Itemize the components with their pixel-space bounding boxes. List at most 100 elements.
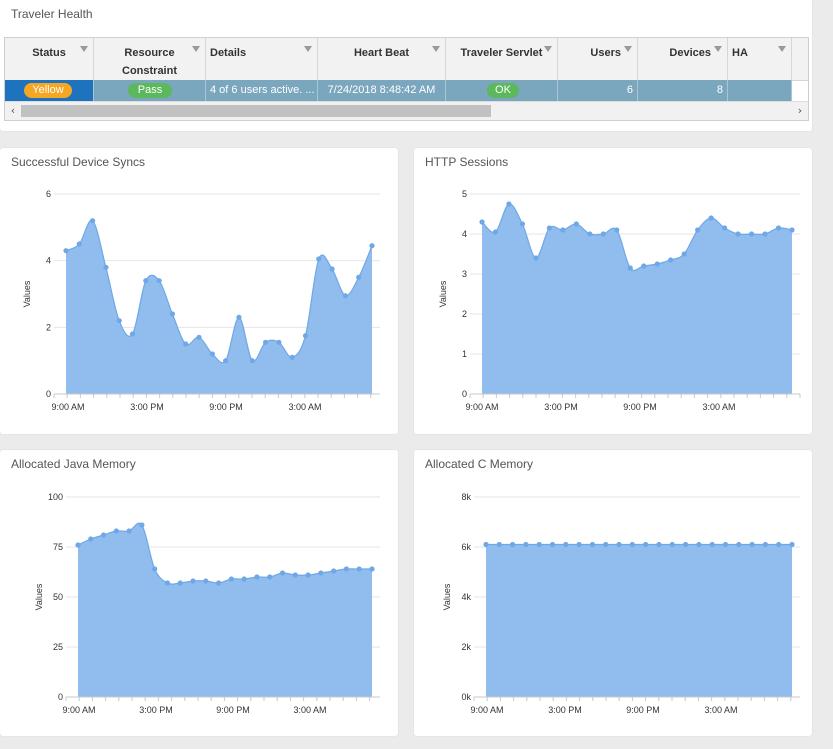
data-point[interactable] (216, 580, 222, 586)
data-point[interactable] (682, 541, 689, 548)
data-point[interactable] (90, 218, 96, 224)
data-point[interactable] (776, 541, 782, 548)
data-point[interactable] (789, 227, 795, 233)
data-point[interactable] (654, 261, 660, 267)
data-point[interactable] (152, 566, 158, 572)
data-point[interactable] (279, 570, 286, 576)
data-point[interactable] (209, 351, 215, 357)
data-point[interactable] (563, 541, 569, 548)
column-header-users[interactable]: Users (558, 38, 638, 80)
data-point[interactable] (126, 528, 132, 534)
data-point[interactable] (156, 278, 162, 284)
data-point[interactable] (546, 225, 552, 231)
column-header-devices[interactable]: Devices (638, 38, 728, 80)
data-point[interactable] (342, 293, 348, 299)
data-point[interactable] (479, 219, 485, 225)
data-point[interactable] (789, 541, 795, 548)
data-point[interactable] (483, 541, 489, 548)
data-point[interactable] (519, 221, 526, 227)
data-point[interactable] (641, 263, 647, 269)
data-point[interactable] (369, 566, 375, 572)
data-point[interactable] (63, 248, 69, 254)
column-header-resource-constraint[interactable]: Resource Constraint (94, 38, 206, 80)
column-header-details[interactable]: Details (206, 38, 318, 80)
data-point[interactable] (267, 574, 273, 580)
data-point[interactable] (369, 243, 375, 249)
data-point[interactable] (536, 541, 542, 548)
data-point[interactable] (241, 576, 247, 582)
data-point[interactable] (254, 574, 260, 580)
data-point[interactable] (249, 358, 255, 364)
filter-icon[interactable] (714, 46, 722, 52)
data-point[interactable] (627, 265, 633, 271)
data-point[interactable] (262, 339, 269, 345)
data-point[interactable] (492, 229, 499, 235)
data-point[interactable] (603, 541, 609, 548)
scroll-right-icon[interactable]: › (797, 104, 803, 117)
data-point[interactable] (506, 201, 512, 207)
data-point[interactable] (318, 570, 324, 576)
data-point[interactable] (629, 541, 635, 548)
data-point[interactable] (669, 541, 675, 548)
data-point[interactable] (616, 541, 622, 548)
data-point[interactable] (709, 541, 715, 548)
data-point[interactable] (343, 566, 350, 572)
data-point[interactable] (533, 255, 539, 261)
data-point[interactable] (600, 231, 606, 237)
data-point[interactable] (139, 522, 145, 528)
data-point[interactable] (223, 358, 229, 364)
data-point[interactable] (169, 311, 176, 317)
data-point[interactable] (656, 541, 662, 548)
data-point[interactable] (103, 264, 109, 270)
data-point[interactable] (183, 341, 189, 347)
data-point[interactable] (305, 572, 311, 578)
data-point[interactable] (762, 231, 768, 237)
data-point[interactable] (196, 334, 202, 340)
filter-icon[interactable] (778, 46, 786, 52)
data-point[interactable] (316, 256, 322, 262)
data-point[interactable] (735, 231, 741, 237)
data-point[interactable] (573, 221, 579, 227)
data-point[interactable] (643, 541, 649, 548)
data-point[interactable] (302, 333, 309, 339)
filter-icon[interactable] (544, 46, 552, 52)
scrollbar-thumb[interactable] (21, 105, 491, 117)
filter-icon[interactable] (192, 46, 200, 52)
column-header-heart-beat[interactable]: Heart Beat (318, 38, 446, 80)
column-header-ha[interactable]: HA (728, 38, 792, 80)
data-point[interactable] (668, 257, 674, 263)
data-point[interactable] (331, 568, 337, 574)
data-point[interactable] (722, 541, 729, 548)
data-point[interactable] (356, 274, 362, 280)
data-point[interactable] (129, 331, 136, 337)
filter-icon[interactable] (624, 46, 632, 52)
data-point[interactable] (560, 227, 566, 233)
data-point[interactable] (748, 231, 755, 237)
data-point[interactable] (203, 578, 209, 584)
data-point[interactable] (695, 227, 701, 233)
data-point[interactable] (722, 225, 728, 231)
data-point[interactable] (276, 339, 282, 345)
data-point[interactable] (587, 231, 593, 237)
data-point[interactable] (708, 215, 714, 221)
filter-icon[interactable] (80, 46, 88, 52)
data-point[interactable] (116, 318, 122, 324)
data-point[interactable] (164, 580, 171, 586)
data-point[interactable] (190, 578, 196, 584)
data-point[interactable] (614, 227, 620, 233)
column-header-status[interactable]: Status (5, 38, 94, 80)
data-point[interactable] (289, 354, 295, 360)
filter-icon[interactable] (432, 46, 440, 52)
data-point[interactable] (576, 541, 582, 548)
filter-icon[interactable] (304, 46, 312, 52)
data-point[interactable] (75, 542, 81, 548)
data-point[interactable] (236, 314, 242, 320)
data-point[interactable] (76, 241, 82, 247)
data-point[interactable] (177, 580, 183, 586)
data-point[interactable] (736, 541, 742, 548)
data-point[interactable] (510, 541, 516, 548)
column-header-traveler-servlet[interactable]: Traveler Servlet (446, 38, 558, 80)
data-point[interactable] (496, 541, 502, 548)
scroll-left-icon[interactable]: ‹ (10, 104, 16, 117)
data-point[interactable] (762, 541, 768, 548)
